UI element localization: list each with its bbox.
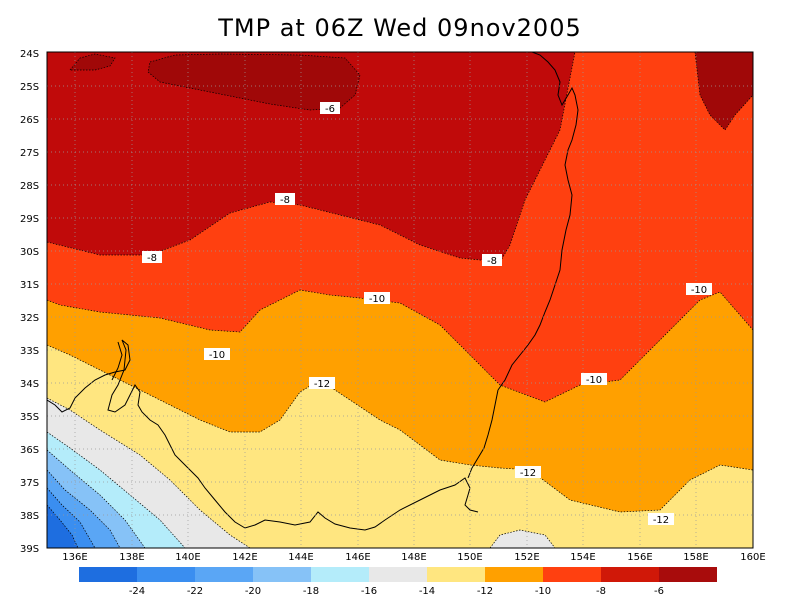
colorbar-label: -20 <box>245 586 261 597</box>
contour-label: -8 <box>280 195 290 206</box>
fill-band-dark-red <box>47 52 575 262</box>
lat-label: 35S <box>20 412 39 423</box>
contour-label: -12 <box>520 468 536 479</box>
colorbar-cell <box>485 567 543 582</box>
fill-band-deep-blue <box>47 505 78 548</box>
colorbar-label: -18 <box>303 586 319 597</box>
contour-label: -10 <box>369 294 385 305</box>
colorbar-labels: -24 -22 -20 -18 -16 -14 -12 -10 -8 -6 <box>129 586 664 597</box>
longitude-labels: 136E 138E 140E 142E 144E 146E 148E 150E … <box>62 552 765 563</box>
lat-label: 38S <box>20 511 39 522</box>
coastline <box>47 52 579 531</box>
lat-label: 37S <box>20 478 39 489</box>
lon-label: 148E <box>401 552 426 563</box>
graticule <box>47 52 753 548</box>
lat-label: 34S <box>20 379 39 390</box>
lon-label: 160E <box>740 552 765 563</box>
colorbar-cell <box>137 567 195 582</box>
contour-label: -10 <box>691 285 707 296</box>
lat-label: 33S <box>20 346 39 357</box>
contour-label: -6 <box>325 104 335 115</box>
colorbar-cell <box>427 567 485 582</box>
colorbar-label: -24 <box>129 586 145 597</box>
lon-label: 146E <box>345 552 370 563</box>
lat-label: 39S <box>20 544 39 555</box>
fill-patch-darkest-red <box>148 54 360 110</box>
latitude-labels: 24S 25S 26S 27S 28S 29S 30S 31S 32S 33S … <box>20 49 39 555</box>
fill-patch-light-gray <box>490 530 555 548</box>
lat-label: 31S <box>20 280 39 291</box>
lon-label: 150E <box>457 552 482 563</box>
lat-label: 29S <box>20 214 39 225</box>
lon-label: 156E <box>627 552 652 563</box>
colorbar-label: -8 <box>596 586 606 597</box>
temperature-fill-layers: -6 -8 -8 -8 -10 -10 -10 -10 -12 -12 -12 <box>47 52 753 548</box>
colorbar-cell <box>195 567 253 582</box>
lon-label: 152E <box>514 552 539 563</box>
lat-label: 36S <box>20 445 39 456</box>
lon-label: 140E <box>175 552 200 563</box>
contour-label: -10 <box>586 375 602 386</box>
lat-label: 30S <box>20 247 39 258</box>
fill-patch-darkest-red <box>70 54 115 70</box>
colorbar-label: -22 <box>187 586 203 597</box>
contour-label: -10 <box>209 350 225 361</box>
lat-label: 26S <box>20 115 39 126</box>
lat-label: 24S <box>20 49 39 60</box>
lon-label: 136E <box>62 552 87 563</box>
colorbar-cells <box>79 567 717 582</box>
colorbar-label: -6 <box>654 586 664 597</box>
contour-label: -12 <box>314 379 330 390</box>
colorbar-cell <box>543 567 601 582</box>
contour-label: -8 <box>147 253 157 264</box>
lon-label: 158E <box>683 552 708 563</box>
plot-frame <box>46 51 754 549</box>
lat-label: 28S <box>20 181 39 192</box>
lon-label: 142E <box>232 552 257 563</box>
colorbar-cell <box>369 567 427 582</box>
lat-label: 25S <box>20 82 39 93</box>
contour-label: -8 <box>487 256 497 267</box>
fill-band-red-orange <box>47 52 753 402</box>
fill-band-orange <box>47 290 753 512</box>
lon-label: 138E <box>119 552 144 563</box>
colorbar-cell <box>659 567 717 582</box>
colorbar: -24 -22 -20 -18 -16 -14 -12 -10 -8 -6 <box>79 567 717 597</box>
colorbar-label: -14 <box>419 586 435 597</box>
colorbar-cell <box>79 567 137 582</box>
colorbar-label: -10 <box>535 586 551 597</box>
fill-patch-darkest-red <box>695 52 753 130</box>
map-title: TMP at 06Z Wed 09nov2005 <box>218 14 582 42</box>
colorbar-label: -12 <box>477 586 493 597</box>
lat-label: 32S <box>20 313 39 324</box>
contour-label-group: -6 -8 -8 -8 -10 -10 -10 -10 -12 -12 -12 <box>142 102 712 526</box>
lon-label: 154E <box>570 552 595 563</box>
lat-label: 27S <box>20 148 39 159</box>
lon-label: 144E <box>288 552 313 563</box>
colorbar-cell <box>311 567 369 582</box>
colorbar-cell <box>253 567 311 582</box>
contour-label: -12 <box>653 515 669 526</box>
colorbar-cell <box>601 567 659 582</box>
colorbar-label: -16 <box>361 586 377 597</box>
